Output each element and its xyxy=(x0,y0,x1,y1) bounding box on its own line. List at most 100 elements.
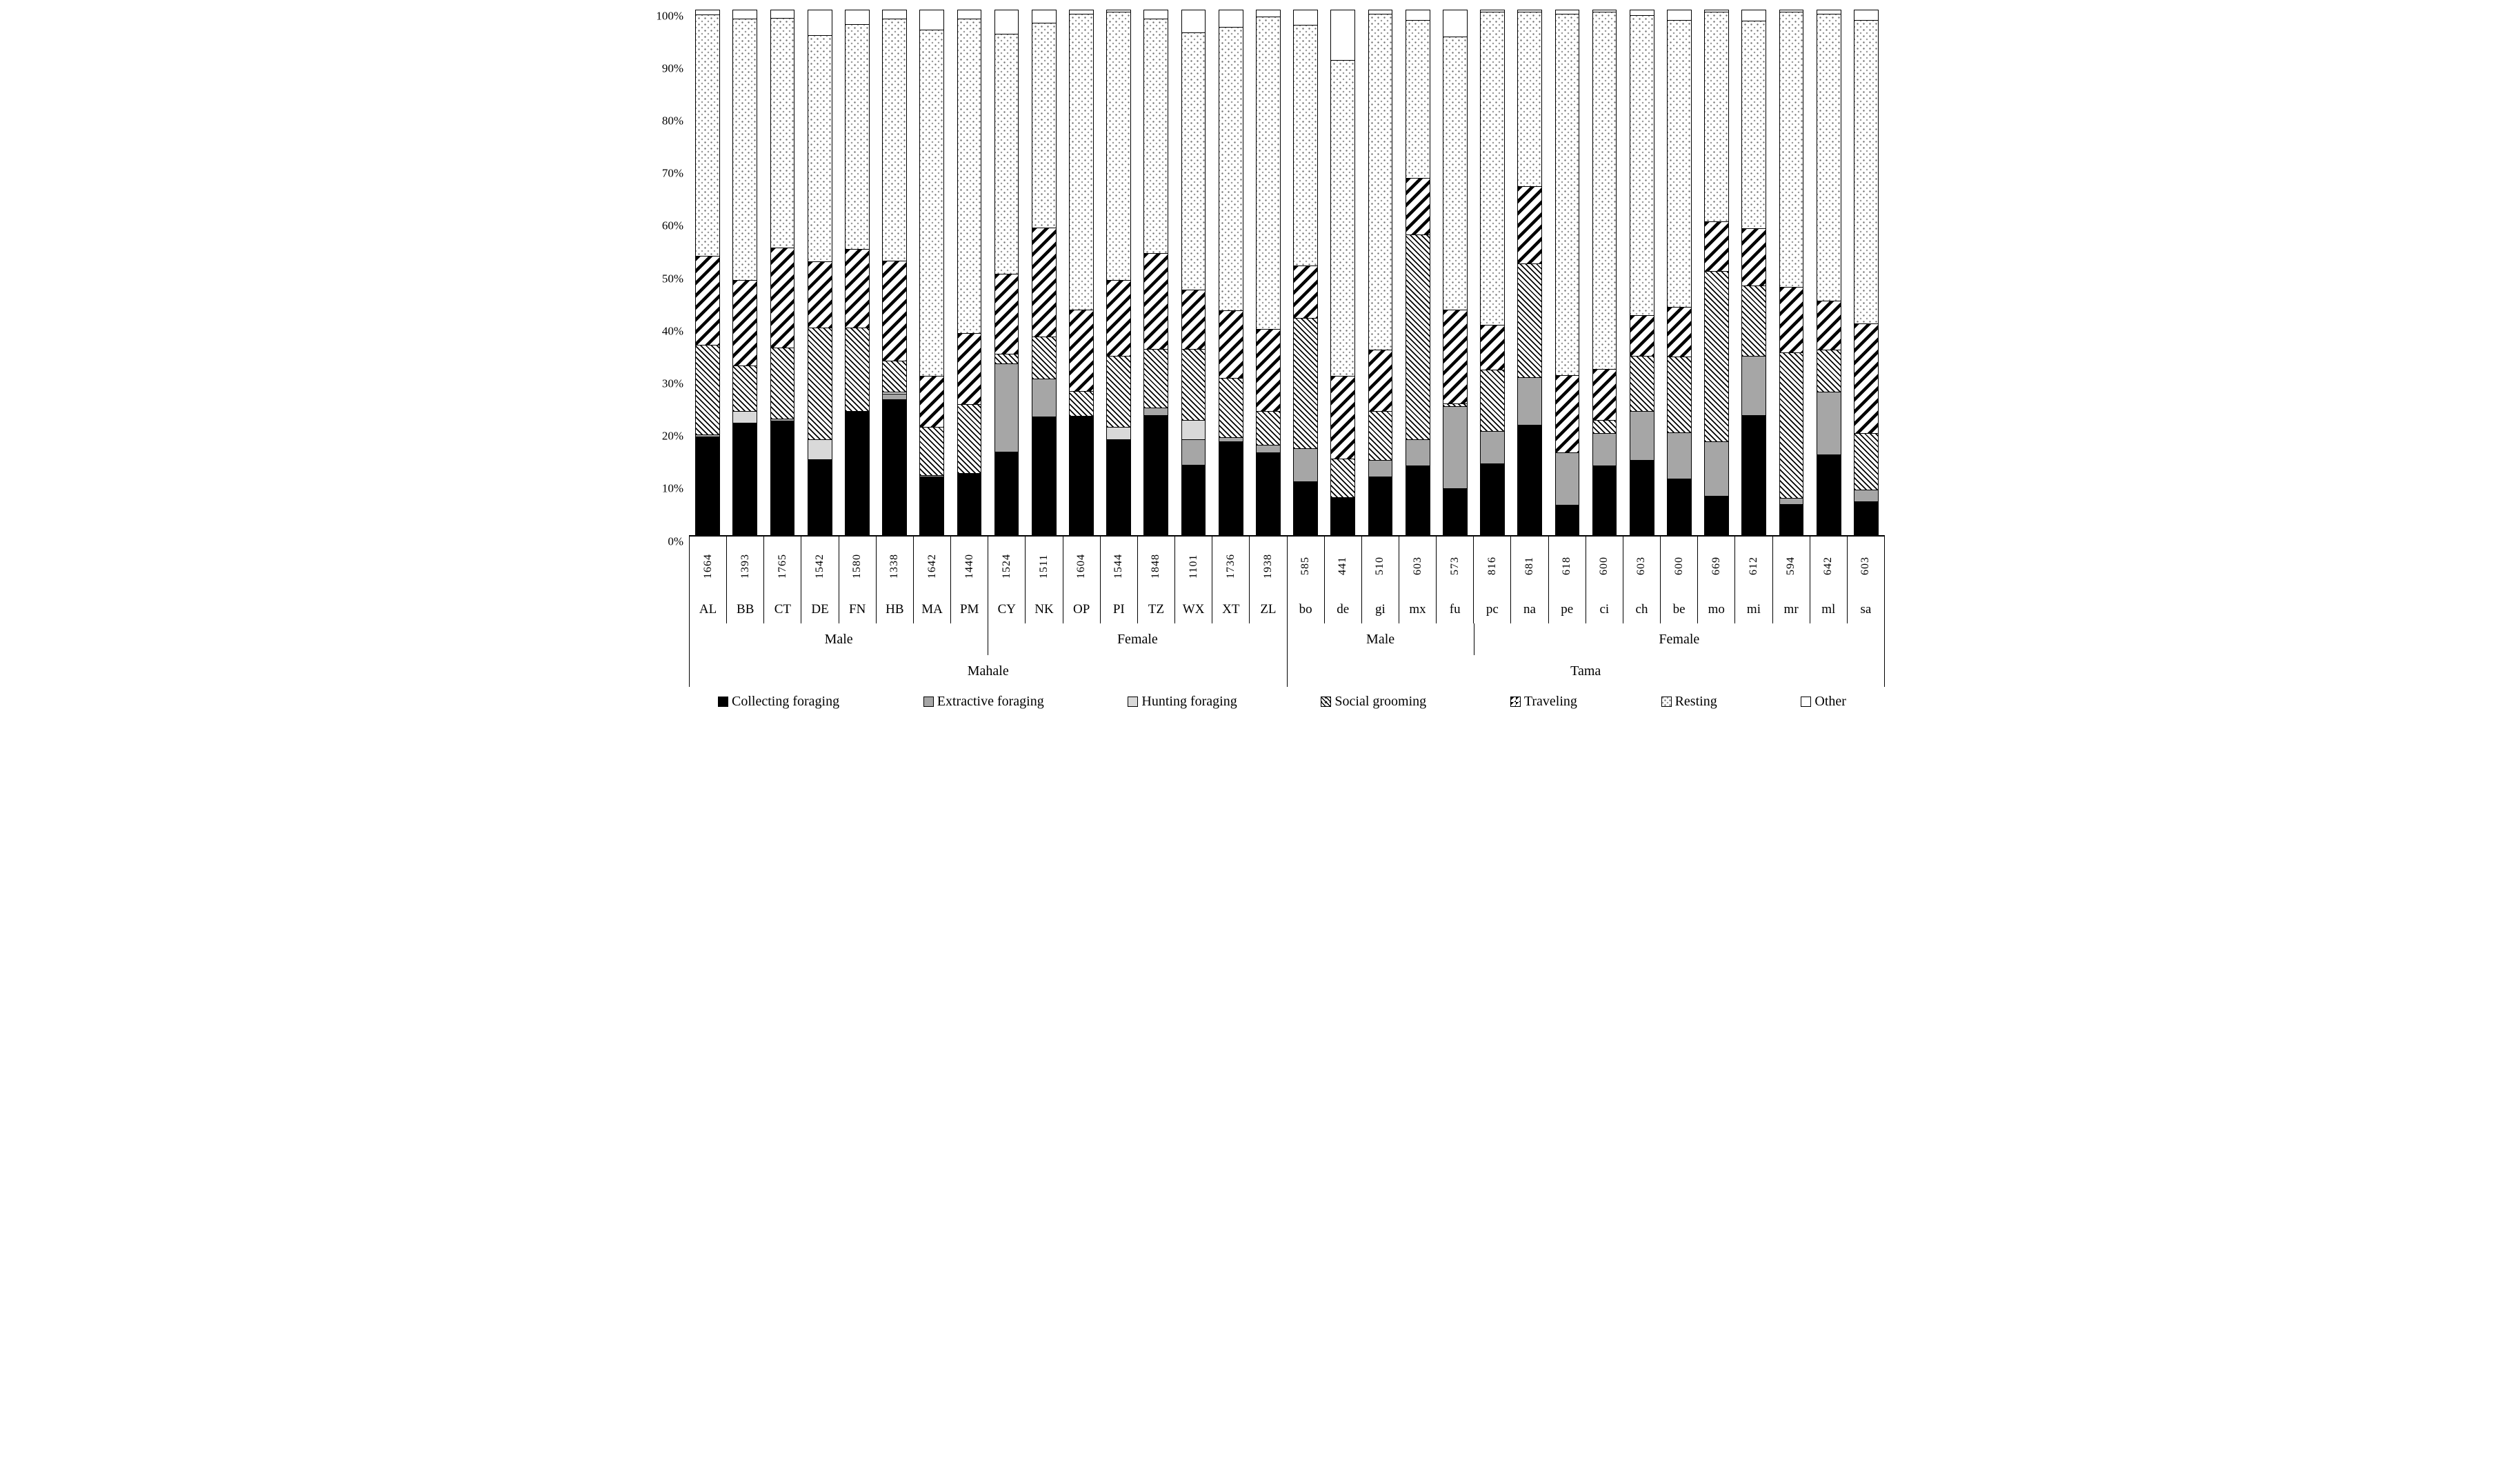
segment-mr-resting xyxy=(1779,12,1803,287)
individual-id-label: sa xyxy=(1860,602,1872,617)
segment-sa-resting xyxy=(1854,20,1878,324)
segment-NK-traveling xyxy=(1032,228,1056,337)
bar-mx xyxy=(1405,10,1430,535)
bar-slot-PI xyxy=(1100,10,1137,535)
segment-fu-traveling xyxy=(1443,309,1467,403)
y-tick-label: 10% xyxy=(661,481,683,495)
segment-mo-other xyxy=(1705,10,1729,12)
sample-size-label: 669 xyxy=(1710,557,1722,576)
individual-id-label: mr xyxy=(1783,602,1799,617)
sample-size-label: 441 xyxy=(1337,557,1349,576)
segment-mi-collecting xyxy=(1742,414,1766,534)
category-cell-FN: 1580 FN xyxy=(839,537,877,623)
category-cell-pe: 618 pe xyxy=(1549,537,1586,623)
sample-size-label: 1393 xyxy=(739,554,751,579)
segment-ci-traveling xyxy=(1592,368,1617,421)
bar-bo xyxy=(1293,10,1318,535)
segment-HB-resting xyxy=(883,19,906,261)
segment-PM-resting xyxy=(957,19,981,334)
segment-CT-resting xyxy=(770,17,794,248)
segment-ZL-extractive xyxy=(1257,445,1280,453)
individual-id-label: MA xyxy=(921,602,943,617)
individual-id-label: FN xyxy=(849,602,866,617)
segment-NK-resting xyxy=(1032,23,1056,228)
segment-ch-traveling xyxy=(1630,314,1654,356)
segment-ZL-collecting xyxy=(1257,452,1280,534)
segment-be-collecting xyxy=(1668,478,1691,534)
segment-pc-grooming xyxy=(1481,370,1504,432)
bar-CY xyxy=(994,10,1019,535)
segment-sa-traveling xyxy=(1854,323,1878,434)
segment-AL-resting xyxy=(696,14,719,257)
segment-TZ-collecting xyxy=(1144,415,1168,534)
segment-na-grooming xyxy=(1518,263,1542,377)
bar-slot-OP xyxy=(1063,10,1100,535)
bar-slot-DE xyxy=(801,10,839,535)
segment-mi-other xyxy=(1742,10,1766,21)
segment-XT-resting xyxy=(1219,27,1243,311)
sample-size-label: 681 xyxy=(1523,557,1536,576)
segment-mi-traveling xyxy=(1742,228,1766,286)
bar-TZ xyxy=(1143,10,1169,535)
segment-gi-grooming xyxy=(1368,411,1392,461)
segment-PI-grooming xyxy=(1107,355,1131,428)
segment-mx-other xyxy=(1406,10,1430,20)
segment-DE-other xyxy=(808,10,832,35)
segment-WX-traveling xyxy=(1181,290,1206,349)
sex-group-label-mahale-female: Female xyxy=(988,623,1288,655)
individual-id-label: mx xyxy=(1409,602,1426,617)
segment-pe-traveling xyxy=(1555,374,1579,452)
legend-swatch-resting-icon xyxy=(1661,697,1672,707)
individual-id-label: NK xyxy=(1034,602,1054,617)
individual-id-label: pe xyxy=(1561,602,1574,617)
bar-slot-mx xyxy=(1399,10,1437,535)
bar-PM xyxy=(957,10,982,535)
segment-OP-traveling xyxy=(1070,309,1093,391)
segment-WX-extractive xyxy=(1181,439,1206,465)
bar-slot-HB xyxy=(876,10,913,535)
segment-ml-collecting xyxy=(1817,454,1841,534)
individual-id-label: WX xyxy=(1182,602,1205,617)
bar-DE xyxy=(807,10,832,535)
sample-size-label: 1338 xyxy=(888,554,901,579)
bar-fu xyxy=(1442,10,1468,535)
bar-mi xyxy=(1741,10,1767,535)
segment-CY-resting xyxy=(994,34,1019,274)
segment-sa-other xyxy=(1854,10,1878,21)
segment-BB-collecting xyxy=(733,423,757,534)
legend-swatch-hunting-icon xyxy=(1128,697,1139,707)
y-tick-label: 80% xyxy=(661,114,683,128)
segment-pe-resting xyxy=(1555,13,1579,375)
segment-na-traveling xyxy=(1518,186,1542,264)
individual-id-label: CY xyxy=(997,602,1017,617)
category-cell-mr: 594 mr xyxy=(1773,537,1810,623)
category-cell-ml: 642 ml xyxy=(1810,537,1848,623)
plot-row: 0% 10% 20% 30% 40% 50% 60% 70% 80% 90% 100% xyxy=(635,10,1885,547)
bar-WX xyxy=(1181,10,1206,535)
segment-WX-resting xyxy=(1181,32,1206,290)
y-tick-label: 40% xyxy=(661,324,683,338)
segment-pc-traveling xyxy=(1481,324,1504,370)
segment-PI-other xyxy=(1107,10,1131,12)
y-tick-label: 50% xyxy=(661,272,683,285)
segment-bo-extractive xyxy=(1294,448,1317,482)
category-cell-HB: 1338 HB xyxy=(877,537,914,623)
bar-pc xyxy=(1480,10,1505,535)
activity-budget-chart: 0% 10% 20% 30% 40% 50% 60% 70% 80% 90% 100% 1664 AL… xyxy=(635,0,1885,715)
segment-BB-resting xyxy=(733,19,757,280)
segment-mi-extractive xyxy=(1742,355,1766,415)
segment-ch-resting xyxy=(1630,14,1654,315)
sample-size-label: 603 xyxy=(1411,557,1423,576)
sample-size-label: 816 xyxy=(1486,557,1498,576)
segment-PI-collecting xyxy=(1107,439,1131,534)
sample-size-label: 573 xyxy=(1448,557,1461,576)
segment-gi-extractive xyxy=(1368,460,1392,477)
legend-item-traveling: Traveling xyxy=(1510,694,1577,710)
individual-id-label: ZL xyxy=(1260,602,1277,617)
legend: Collecting foraging Extractive foraging Hu… xyxy=(635,687,1885,715)
segment-mi-grooming xyxy=(1742,285,1766,356)
segment-CT-traveling xyxy=(770,247,794,348)
segment-mi-resting xyxy=(1742,21,1766,229)
segment-fu-resting xyxy=(1443,37,1467,310)
bar-gi xyxy=(1368,10,1393,535)
